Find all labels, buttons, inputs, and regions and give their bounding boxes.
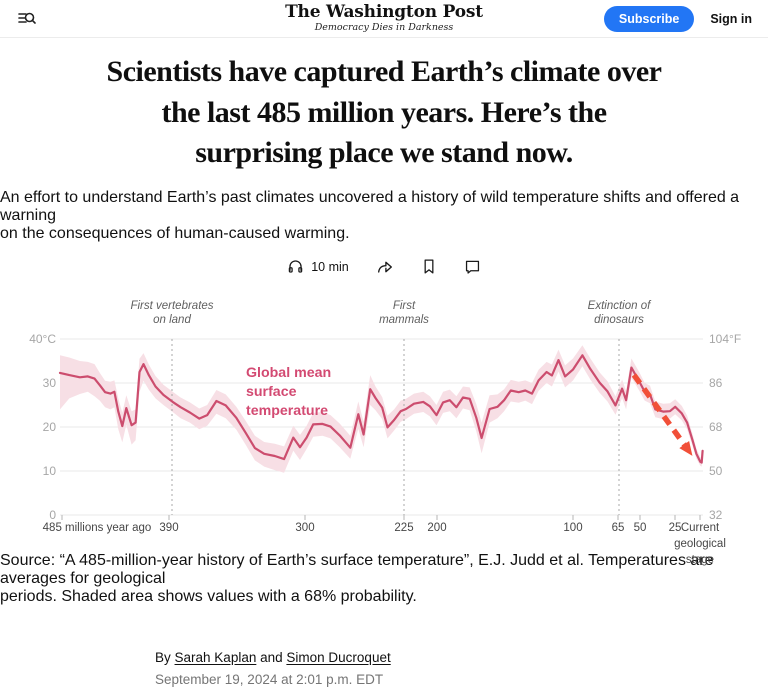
svg-text:200: 200 [427, 522, 446, 534]
wapo-logo: The Washington Post [285, 2, 483, 22]
share-button[interactable] [376, 258, 394, 276]
publish-date: September 19, 2024 at 2:01 p.m. EDT [155, 671, 384, 687]
svg-text:dinosaurs: dinosaurs [594, 314, 644, 326]
comment-icon [465, 260, 479, 274]
masthead: The Washington Post Democracy Dies in Da… [0, 0, 768, 38]
byline: By Sarah Kaplan and Simon Ducroquet [155, 650, 768, 665]
article-toolbar: 10 min [0, 258, 768, 276]
svg-text:Current: Current [681, 522, 720, 534]
chart-annotation-lines [171, 338, 620, 515]
svg-text:68: 68 [709, 420, 723, 434]
svg-text:50: 50 [709, 464, 723, 478]
deck-line-1: An effort to understand Earth’s past cli… [0, 188, 740, 224]
svg-text:mammals: mammals [379, 314, 429, 326]
chart-canvas: 40°C 104°F 30 86 20 68 10 50 0 32 485 millions yea… [29, 300, 741, 566]
svg-text:20: 20 [43, 420, 57, 434]
svg-text:geological: geological [674, 538, 726, 550]
chart-temperature-line [58, 353, 704, 464]
svg-text:225: 225 [394, 522, 413, 534]
svg-text:First: First [393, 300, 416, 312]
svg-text:65: 65 [612, 522, 625, 534]
svg-text:on land: on land [153, 314, 191, 326]
svg-text:104°F: 104°F [709, 332, 741, 346]
svg-text:Extinction of: Extinction of [588, 300, 652, 312]
deck-line-2: on the consequences of human-caused warm… [0, 224, 350, 242]
save-button[interactable] [421, 258, 437, 275]
author-link-2[interactable]: Simon Ducroquet [286, 649, 391, 665]
chart-axis-labels: 40°C 104°F 30 86 20 68 10 50 0 32 485 millions yea… [29, 332, 741, 566]
author-link-1[interactable]: Sarah Kaplan [174, 649, 257, 665]
svg-text:surface: surface [246, 384, 297, 400]
svg-text:10: 10 [43, 464, 57, 478]
chart-trend-arrow [631, 372, 693, 456]
svg-text:485 millions year ago: 485 millions year ago [43, 522, 152, 534]
byline-and: and [260, 649, 283, 665]
svg-text:30: 30 [43, 376, 57, 390]
svg-text:0: 0 [49, 508, 56, 522]
source-line-1: Source: “A 485-million-year history of E… [0, 551, 714, 587]
svg-text:40°C: 40°C [29, 332, 56, 346]
byline-by: By [155, 649, 171, 665]
svg-text:86: 86 [709, 376, 723, 390]
svg-text:100: 100 [563, 522, 582, 534]
chart-gridlines [60, 338, 703, 515]
svg-text:temperature: temperature [246, 403, 328, 419]
headline-line-1: Scientists have captured Earth’s climate… [106, 55, 662, 88]
headphones-icon [288, 260, 303, 273]
headline-line-2: the last 485 million years. Here’s the [161, 95, 607, 129]
svg-text:390: 390 [159, 522, 178, 534]
read-time: 10 min [311, 259, 349, 274]
climate-chart: 40°C 104°F 30 86 20 68 10 50 0 32 485 millions yea… [0, 297, 768, 566]
svg-text:First vertebrates: First vertebrates [130, 300, 213, 312]
wapo-logo-block[interactable]: The Washington Post Democracy Dies in Da… [285, 4, 483, 33]
comments-button[interactable] [464, 258, 481, 275]
byline-block: By Sarah Kaplan and Simon Ducroquet Sept… [155, 650, 768, 687]
menu-search-icon[interactable] [16, 7, 40, 31]
svg-text:300: 300 [295, 522, 314, 534]
page-title: Scientists have captured Earth’s climate… [24, 52, 744, 174]
chart-text-labels: First vertebrates on land First mammals Exti… [130, 300, 652, 419]
signin-link[interactable]: Sign in [710, 11, 752, 26]
wapo-tagline: Democracy Dies in Darkness [314, 22, 454, 33]
bookmark-icon [424, 259, 434, 274]
svg-text:Global mean: Global mean [246, 365, 331, 381]
svg-text:50: 50 [634, 522, 647, 534]
share-icon [377, 261, 392, 273]
headline-line-3: surprising place we stand now. [195, 136, 573, 169]
source-line-2: periods. Shaded area shows values with a… [0, 587, 417, 605]
chart-uncertainty-band [60, 344, 703, 473]
svg-text:25: 25 [669, 522, 682, 534]
listen-button[interactable]: 10 min [287, 258, 349, 275]
subscribe-button[interactable]: Subscribe [603, 5, 695, 32]
svg-text:32: 32 [709, 508, 723, 522]
